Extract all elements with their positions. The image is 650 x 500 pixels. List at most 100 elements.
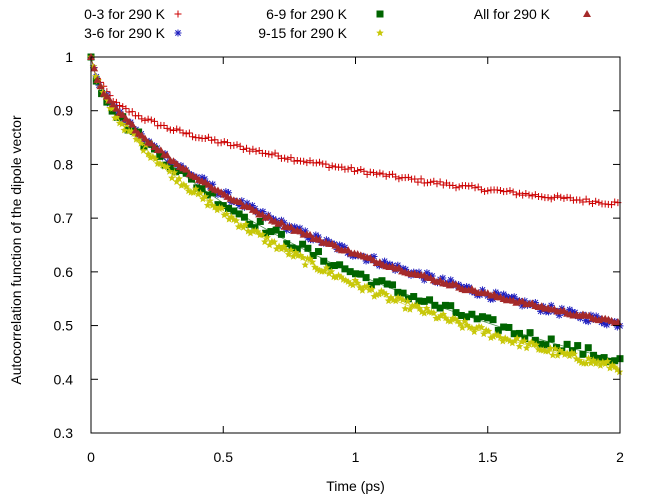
data-point bbox=[515, 189, 523, 197]
x-tick-label: 0 bbox=[87, 449, 95, 465]
data-point bbox=[568, 348, 576, 356]
data-point bbox=[521, 297, 529, 305]
data-point bbox=[384, 296, 393, 305]
data-point bbox=[547, 335, 555, 343]
legend-label: 6-9 for 290 K bbox=[266, 6, 348, 22]
y-tick-label: 0.4 bbox=[54, 371, 74, 387]
data-point bbox=[267, 228, 275, 236]
data-point bbox=[550, 193, 558, 201]
data-point bbox=[151, 155, 160, 163]
data-point bbox=[222, 210, 231, 218]
data-point bbox=[603, 357, 612, 365]
data-point bbox=[487, 333, 495, 341]
data-point bbox=[418, 307, 426, 316]
data-point bbox=[510, 337, 519, 345]
data-point bbox=[481, 187, 489, 195]
data-point bbox=[236, 142, 244, 150]
data-point bbox=[357, 270, 365, 278]
data-point bbox=[220, 211, 229, 219]
data-point bbox=[477, 186, 485, 194]
data-point bbox=[194, 190, 202, 198]
data-point bbox=[468, 324, 476, 332]
legend-marker bbox=[376, 29, 384, 37]
legend-marker bbox=[376, 10, 384, 18]
data-point bbox=[510, 293, 518, 301]
series-triangle bbox=[87, 53, 622, 326]
data-point bbox=[299, 240, 307, 248]
data-point bbox=[93, 75, 102, 83]
data-point bbox=[150, 117, 158, 125]
data-point bbox=[611, 357, 619, 365]
data-point bbox=[547, 195, 555, 203]
data-point bbox=[284, 155, 292, 163]
fit-lines bbox=[90, 56, 621, 369]
data-point bbox=[553, 351, 562, 359]
data-point bbox=[574, 342, 582, 350]
data-point bbox=[489, 295, 497, 303]
data-point bbox=[258, 230, 267, 238]
data-point bbox=[570, 350, 578, 358]
data-point bbox=[172, 177, 181, 185]
data-point bbox=[189, 133, 197, 141]
data-point bbox=[199, 195, 207, 203]
data-point bbox=[140, 134, 149, 142]
data-point bbox=[503, 335, 512, 343]
data-point bbox=[382, 290, 390, 298]
data-point bbox=[235, 201, 243, 209]
data-point bbox=[370, 253, 378, 261]
data-point bbox=[399, 289, 407, 297]
data-point bbox=[391, 297, 400, 305]
data-point bbox=[352, 270, 359, 278]
data-point bbox=[399, 264, 407, 272]
data-point bbox=[217, 139, 225, 147]
data-point bbox=[484, 327, 493, 335]
data-point bbox=[452, 184, 460, 192]
data-point bbox=[344, 277, 352, 285]
data-point bbox=[568, 308, 576, 316]
data-point bbox=[284, 250, 293, 258]
data-point bbox=[163, 124, 171, 132]
data-point bbox=[156, 146, 165, 154]
series-plus bbox=[87, 53, 622, 209]
data-point bbox=[415, 297, 423, 305]
data-point bbox=[484, 314, 492, 322]
data-point bbox=[473, 315, 481, 323]
data-point bbox=[587, 359, 595, 367]
data-point bbox=[275, 242, 283, 250]
data-point bbox=[272, 226, 280, 234]
data-point bbox=[209, 189, 217, 197]
data-point bbox=[248, 202, 256, 210]
data-point bbox=[330, 262, 338, 270]
data-point bbox=[211, 136, 219, 144]
data-point bbox=[457, 311, 465, 319]
data-point bbox=[179, 129, 187, 137]
data-point bbox=[471, 184, 479, 192]
x-tick-label: 0.5 bbox=[214, 449, 234, 465]
data-point bbox=[230, 207, 238, 215]
data-point bbox=[218, 204, 226, 212]
data-point bbox=[170, 126, 178, 134]
plot-frame bbox=[90, 56, 621, 434]
x-axis-ticks: 0 0.5 1 1.5 2 bbox=[87, 57, 624, 465]
data-point bbox=[525, 191, 533, 199]
data-point bbox=[591, 359, 600, 367]
data-point bbox=[560, 194, 568, 202]
data-point bbox=[163, 163, 171, 171]
data-point bbox=[128, 108, 136, 116]
data-point bbox=[353, 279, 362, 287]
data-point bbox=[404, 295, 412, 303]
data-point bbox=[531, 336, 539, 344]
data-point bbox=[468, 310, 476, 318]
data-point bbox=[590, 351, 598, 359]
data-point bbox=[312, 159, 320, 167]
data-point bbox=[128, 120, 137, 128]
data-point bbox=[563, 340, 571, 348]
data-point bbox=[251, 226, 260, 234]
data-point bbox=[102, 92, 111, 100]
data-point bbox=[549, 351, 557, 359]
data-point bbox=[447, 276, 455, 284]
data-point bbox=[264, 212, 273, 220]
data-point bbox=[420, 297, 428, 305]
data-point bbox=[372, 290, 381, 299]
